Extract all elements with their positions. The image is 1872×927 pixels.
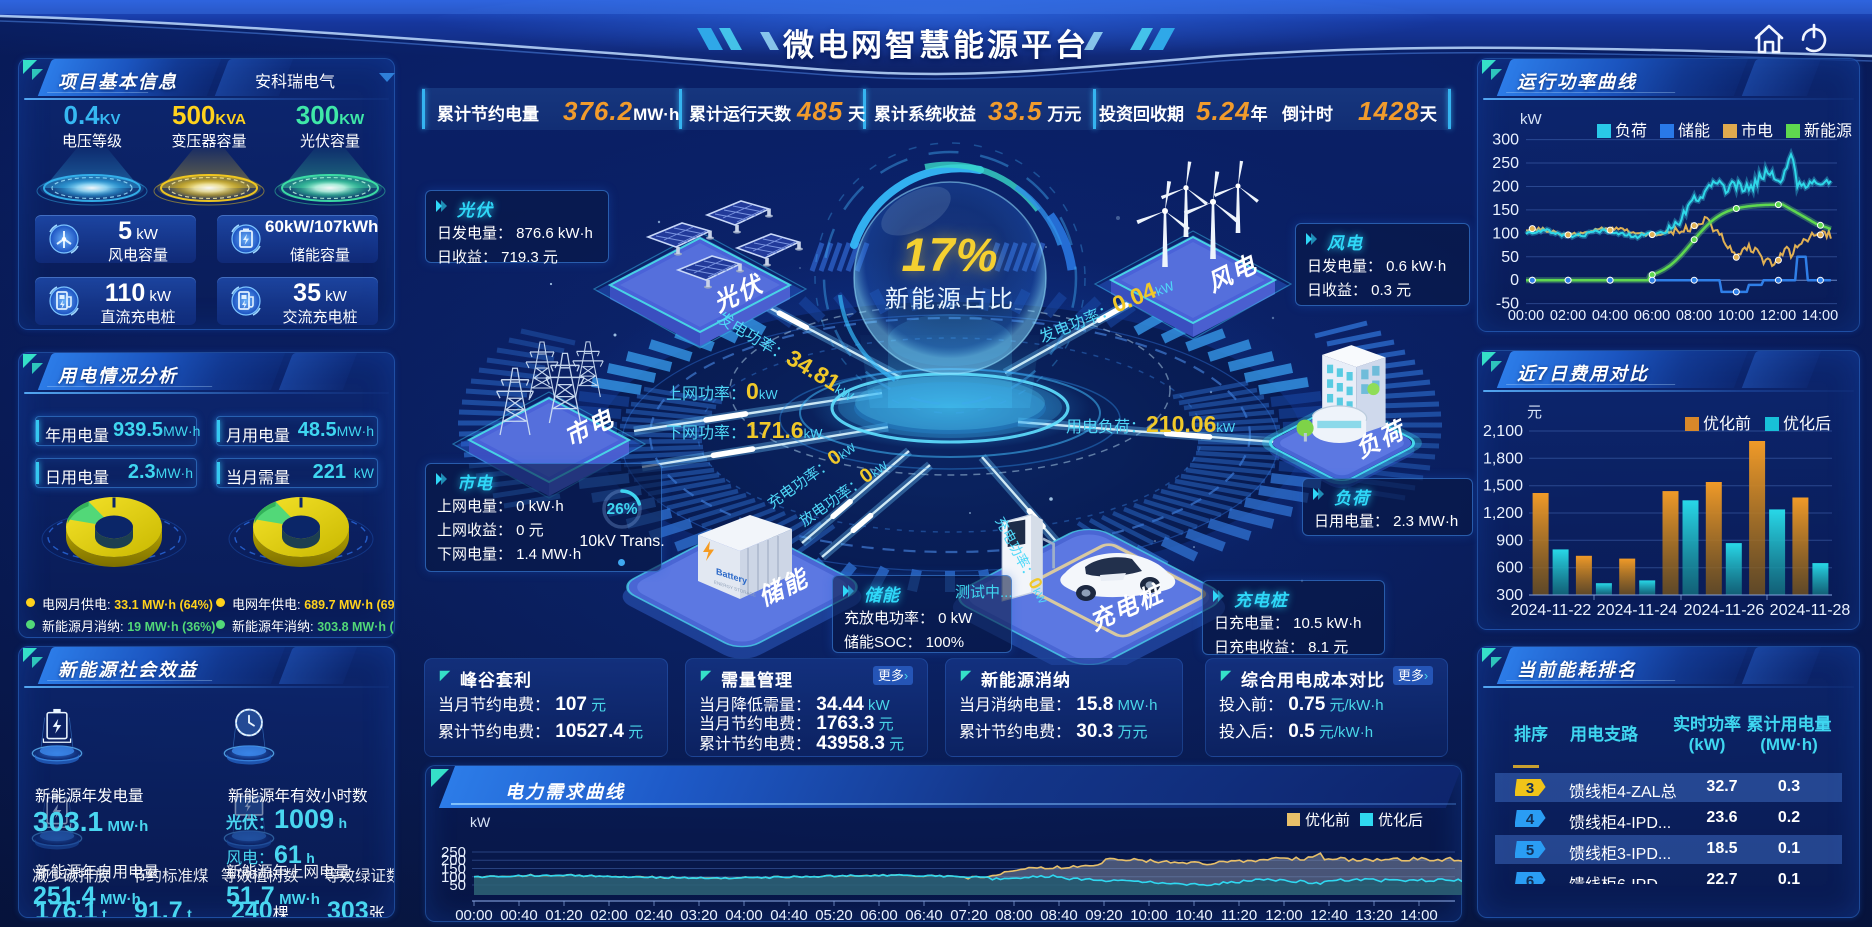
svg-text:2024-11-26: 2024-11-26 (1684, 602, 1765, 619)
svg-text:6: 6 (1526, 873, 1534, 884)
svg-text:06:40: 06:40 (905, 907, 943, 922)
svg-text:优化后: 优化后 (1783, 415, 1831, 433)
svg-text:250: 250 (1492, 155, 1519, 172)
svg-text:1,800: 1,800 (1483, 450, 1523, 467)
svg-text:03:20: 03:20 (680, 907, 718, 922)
svg-text:10:00: 10:00 (1130, 907, 1168, 922)
svg-text:26%: 26% (606, 501, 637, 518)
svg-text:04:40: 04:40 (770, 907, 808, 922)
svg-text:1,500: 1,500 (1483, 478, 1523, 495)
svg-text:14:00: 14:00 (1802, 308, 1838, 324)
svg-text:200: 200 (1492, 179, 1519, 196)
svg-text:00:00: 00:00 (455, 907, 493, 922)
svg-text:5: 5 (1526, 842, 1534, 859)
svg-text:100: 100 (1492, 225, 1519, 242)
svg-text:00:00: 00:00 (1508, 308, 1544, 324)
svg-text:市电: 市电 (1741, 122, 1773, 140)
svg-text:300: 300 (1492, 132, 1519, 149)
svg-text:100: 100 (441, 869, 466, 886)
svg-text:12:00: 12:00 (1760, 308, 1796, 324)
svg-text:900: 900 (1496, 532, 1523, 549)
svg-text:06:00: 06:00 (860, 907, 898, 922)
svg-text:负荷: 负荷 (1615, 122, 1647, 140)
svg-text:08:40: 08:40 (1040, 907, 1078, 922)
svg-text:kW: kW (470, 814, 491, 830)
svg-text:06:00: 06:00 (1634, 308, 1670, 324)
svg-text:12:40: 12:40 (1310, 907, 1348, 922)
svg-text:10:00: 10:00 (1718, 308, 1754, 324)
svg-text:50: 50 (1501, 249, 1519, 266)
svg-text:200: 200 (441, 852, 466, 869)
svg-text:07:20: 07:20 (950, 907, 988, 922)
svg-text:11:20: 11:20 (1221, 907, 1257, 922)
svg-text:优化前: 优化前 (1305, 812, 1350, 829)
svg-text:01:20: 01:20 (545, 907, 583, 922)
svg-text:13:20: 13:20 (1355, 907, 1393, 922)
svg-text:2024-11-24: 2024-11-24 (1597, 602, 1678, 619)
svg-text:08:00: 08:00 (995, 907, 1033, 922)
svg-text:300: 300 (1496, 587, 1523, 604)
svg-text:0: 0 (1510, 272, 1519, 289)
svg-text:08:00: 08:00 (1676, 308, 1712, 324)
svg-text:新能源占比: 新能源占比 (885, 286, 1015, 313)
svg-text:4: 4 (1526, 811, 1535, 828)
svg-text:17%: 17% (901, 228, 998, 281)
svg-text:04:00: 04:00 (1592, 308, 1628, 324)
svg-text:12:00: 12:00 (1265, 907, 1303, 922)
svg-text:3: 3 (1526, 780, 1534, 797)
svg-text:02:00: 02:00 (590, 907, 628, 922)
svg-text:05:20: 05:20 (815, 907, 853, 922)
svg-text:优化前: 优化前 (1703, 415, 1751, 433)
svg-text:2024-11-22: 2024-11-22 (1511, 602, 1592, 619)
svg-text:150: 150 (441, 861, 466, 878)
svg-text:1,200: 1,200 (1483, 505, 1523, 522)
svg-text:新能源: 新能源 (1804, 122, 1852, 140)
svg-text:600: 600 (1496, 560, 1523, 577)
svg-text:储能: 储能 (1678, 122, 1710, 140)
svg-text:09:20: 09:20 (1085, 907, 1123, 922)
svg-text:2,100: 2,100 (1483, 423, 1523, 440)
svg-text:150: 150 (1492, 202, 1519, 219)
svg-text:14:00: 14:00 (1400, 907, 1438, 922)
svg-text:2024-11-28: 2024-11-28 (1770, 602, 1851, 619)
svg-text:00:40: 00:40 (500, 907, 538, 922)
svg-text:02:00: 02:00 (1550, 308, 1586, 324)
svg-text:kW: kW (1520, 111, 1543, 128)
svg-text:250: 250 (441, 844, 466, 861)
svg-text:04:00: 04:00 (725, 907, 763, 922)
svg-text:10:40: 10:40 (1175, 907, 1213, 922)
svg-text:-50: -50 (1496, 296, 1519, 313)
svg-text:优化后: 优化后 (1378, 812, 1423, 829)
svg-text:50: 50 (449, 877, 466, 894)
svg-text:元: 元 (1527, 404, 1542, 421)
svg-text:02:40: 02:40 (635, 907, 673, 922)
